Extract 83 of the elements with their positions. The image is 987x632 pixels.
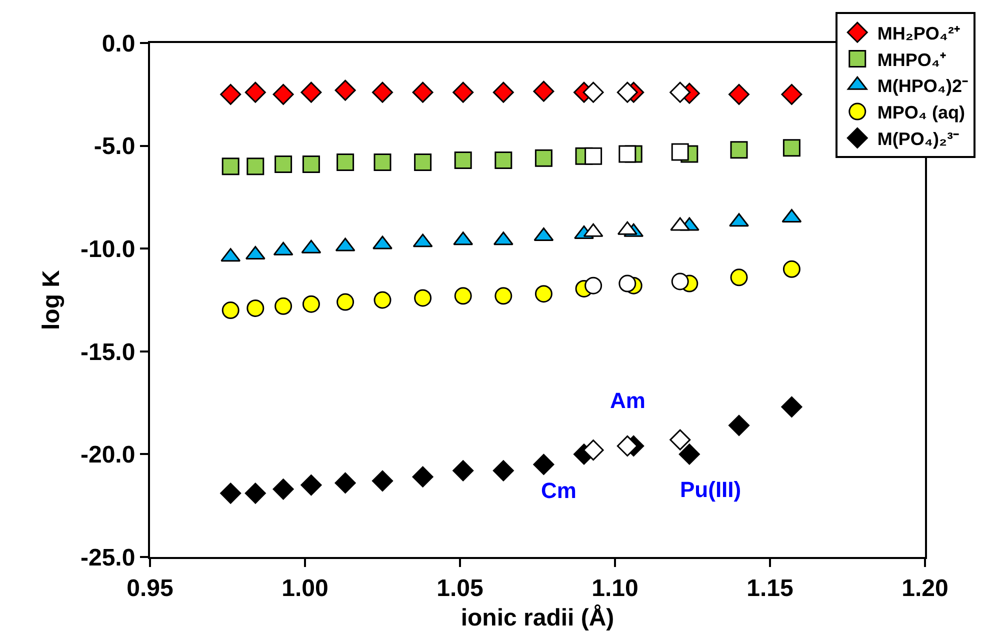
point	[728, 84, 750, 105]
point	[730, 141, 748, 159]
point	[671, 143, 689, 161]
point	[494, 287, 512, 305]
point	[671, 272, 689, 290]
legend-label: M(HPO₄)2⁻	[877, 76, 968, 96]
point	[534, 285, 552, 303]
point	[533, 454, 554, 475]
point	[781, 84, 802, 105]
point	[618, 145, 636, 163]
point	[534, 149, 552, 167]
point	[618, 274, 636, 292]
point	[782, 260, 800, 278]
point	[728, 414, 750, 436]
point	[670, 429, 691, 450]
point	[452, 82, 474, 103]
point	[372, 82, 393, 103]
annotation: Pu(III)	[680, 477, 742, 502]
point	[412, 82, 434, 103]
point	[454, 287, 472, 305]
point	[244, 482, 266, 504]
legend-label: M(PO₄)₂³⁻	[877, 128, 959, 149]
legend-label: MPO₄ (aq)	[877, 102, 965, 123]
point	[220, 84, 242, 105]
y-axis-title: log K	[38, 269, 66, 330]
point	[244, 82, 266, 103]
point	[246, 158, 264, 176]
point	[730, 268, 748, 286]
point	[336, 293, 354, 311]
point	[670, 82, 691, 103]
x-tick-label: 1.20	[902, 574, 948, 602]
point	[374, 154, 392, 171]
point	[374, 291, 392, 309]
y-tick-label: -25.0	[80, 544, 136, 572]
point	[334, 472, 356, 494]
legend-label: MHPO₄⁺	[877, 50, 946, 70]
point	[414, 154, 432, 171]
point	[414, 289, 432, 307]
x-tick-label: 1.05	[436, 574, 484, 602]
point	[616, 82, 638, 103]
point	[302, 156, 320, 174]
point	[246, 299, 264, 317]
point	[678, 444, 700, 465]
point	[412, 466, 434, 488]
point	[222, 302, 240, 320]
point	[372, 470, 393, 492]
x-tick-label: 0.95	[126, 574, 174, 602]
point	[300, 474, 322, 496]
point	[582, 440, 604, 461]
point	[533, 80, 554, 102]
y-tick-label: 0.0	[102, 30, 136, 58]
x-tick-label: 1.15	[746, 574, 794, 602]
point	[782, 139, 800, 157]
point	[222, 158, 240, 176]
point	[220, 482, 242, 504]
legend-label: MH₂PO₄²⁺	[877, 23, 960, 44]
point	[584, 276, 602, 294]
point	[492, 82, 514, 103]
point	[494, 151, 512, 169]
point	[452, 460, 474, 482]
point	[781, 396, 802, 418]
point	[274, 297, 292, 315]
point	[454, 151, 472, 169]
point	[492, 460, 514, 482]
point	[302, 295, 320, 313]
point	[582, 82, 604, 103]
point	[334, 80, 356, 101]
annotation: Am	[610, 388, 646, 413]
point	[272, 84, 294, 105]
x-axis-title: ionic radii (Å)	[460, 604, 614, 632]
point	[584, 147, 602, 165]
y-tick-label: -20.0	[80, 442, 136, 469]
x-tick-label: 1.00	[282, 574, 328, 602]
point	[616, 435, 638, 456]
annotation: Cm	[541, 478, 576, 503]
y-tick-label: -10.0	[80, 236, 136, 263]
x-tick-label: 1.10	[592, 574, 638, 602]
point	[272, 478, 294, 500]
point	[274, 156, 292, 174]
y-tick-label: -5.0	[94, 133, 136, 160]
point	[336, 154, 354, 171]
point	[300, 82, 322, 103]
y-tick-label: -15.0	[80, 338, 136, 366]
